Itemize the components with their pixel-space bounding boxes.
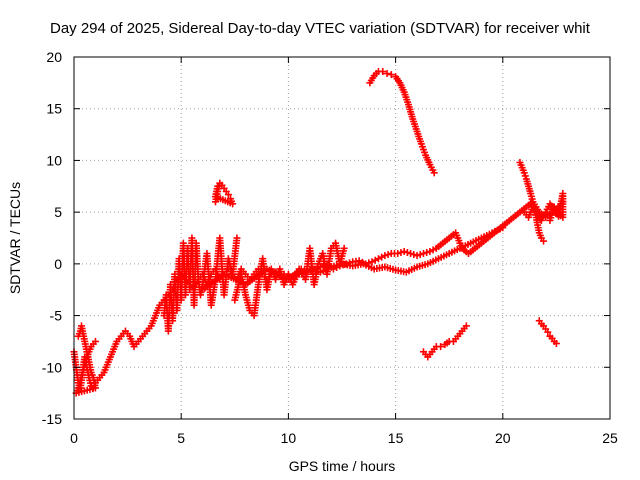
- y-tick-label: 5: [54, 204, 62, 220]
- point-marker: [387, 71, 395, 79]
- point-marker: [437, 343, 445, 351]
- point-marker: [403, 248, 411, 256]
- y-tick-label: -15: [42, 411, 62, 427]
- point-marker: [214, 182, 222, 190]
- point-marker: [544, 328, 552, 336]
- point-marker: [413, 252, 421, 260]
- x-axis-label: GPS time / hours: [289, 458, 396, 474]
- series-cluster-21-23: [520, 190, 567, 224]
- point-marker: [381, 252, 389, 260]
- y-axis-label: SDTVAR / TECUs: [7, 182, 23, 294]
- point-marker: [407, 250, 415, 258]
- plot-frame: [73, 56, 611, 420]
- point-marker: [397, 248, 405, 256]
- series-arc-6-7: [212, 179, 237, 208]
- x-tick-label: 5: [177, 430, 185, 446]
- point-marker: [416, 251, 424, 259]
- series-main-band: [70, 198, 567, 392]
- data-points: [70, 67, 567, 397]
- x-tick-label: 0: [70, 430, 78, 446]
- series-arc-16-18: [419, 322, 470, 361]
- x-tick-label: 10: [281, 430, 297, 446]
- point-marker: [394, 250, 402, 258]
- point-marker: [383, 70, 391, 78]
- x-tick-label: 15: [388, 430, 404, 446]
- point-marker: [410, 251, 418, 259]
- y-tick-label: 0: [54, 256, 62, 272]
- point-marker: [340, 244, 348, 252]
- chart-title: Day 294 of 2025, Sidereal Day-to-day VTE…: [50, 20, 591, 37]
- grid-lines: [74, 57, 610, 419]
- y-tick-label: 20: [46, 49, 62, 65]
- axis-ticks: [73, 56, 611, 420]
- y-tick-labels: -15 -10 -5 0 5 10 15 20: [42, 49, 62, 427]
- series-arc-21-22.5: [535, 317, 560, 347]
- point-marker: [546, 216, 554, 224]
- series-spikes-7-12: [231, 239, 348, 320]
- point-marker: [462, 322, 470, 330]
- point-marker: [91, 337, 99, 345]
- y-tick-label: 15: [46, 101, 62, 117]
- y-tick-label: 10: [46, 152, 62, 168]
- y-tick-label: -10: [42, 359, 62, 375]
- series-arc-14-17: [366, 67, 438, 177]
- point-marker: [233, 234, 241, 242]
- point-marker: [552, 339, 560, 347]
- x-tick-label: 20: [495, 430, 511, 446]
- point-marker: [384, 251, 392, 259]
- point-marker: [224, 191, 232, 199]
- series-early-left: [72, 322, 99, 397]
- x-tick-label: 25: [602, 430, 618, 446]
- point-marker: [499, 224, 507, 232]
- series-spikes-4-7: [160, 234, 241, 335]
- point-marker: [540, 237, 548, 245]
- point-marker: [430, 169, 438, 177]
- point-marker: [379, 67, 387, 75]
- point-marker: [419, 250, 427, 258]
- point-marker: [423, 248, 431, 256]
- x-tick-labels: 0 5 10 15 20 25: [70, 430, 618, 446]
- series-arc-20.8-22: [516, 158, 548, 245]
- y-tick-label: -5: [50, 308, 63, 324]
- point-marker: [400, 247, 408, 255]
